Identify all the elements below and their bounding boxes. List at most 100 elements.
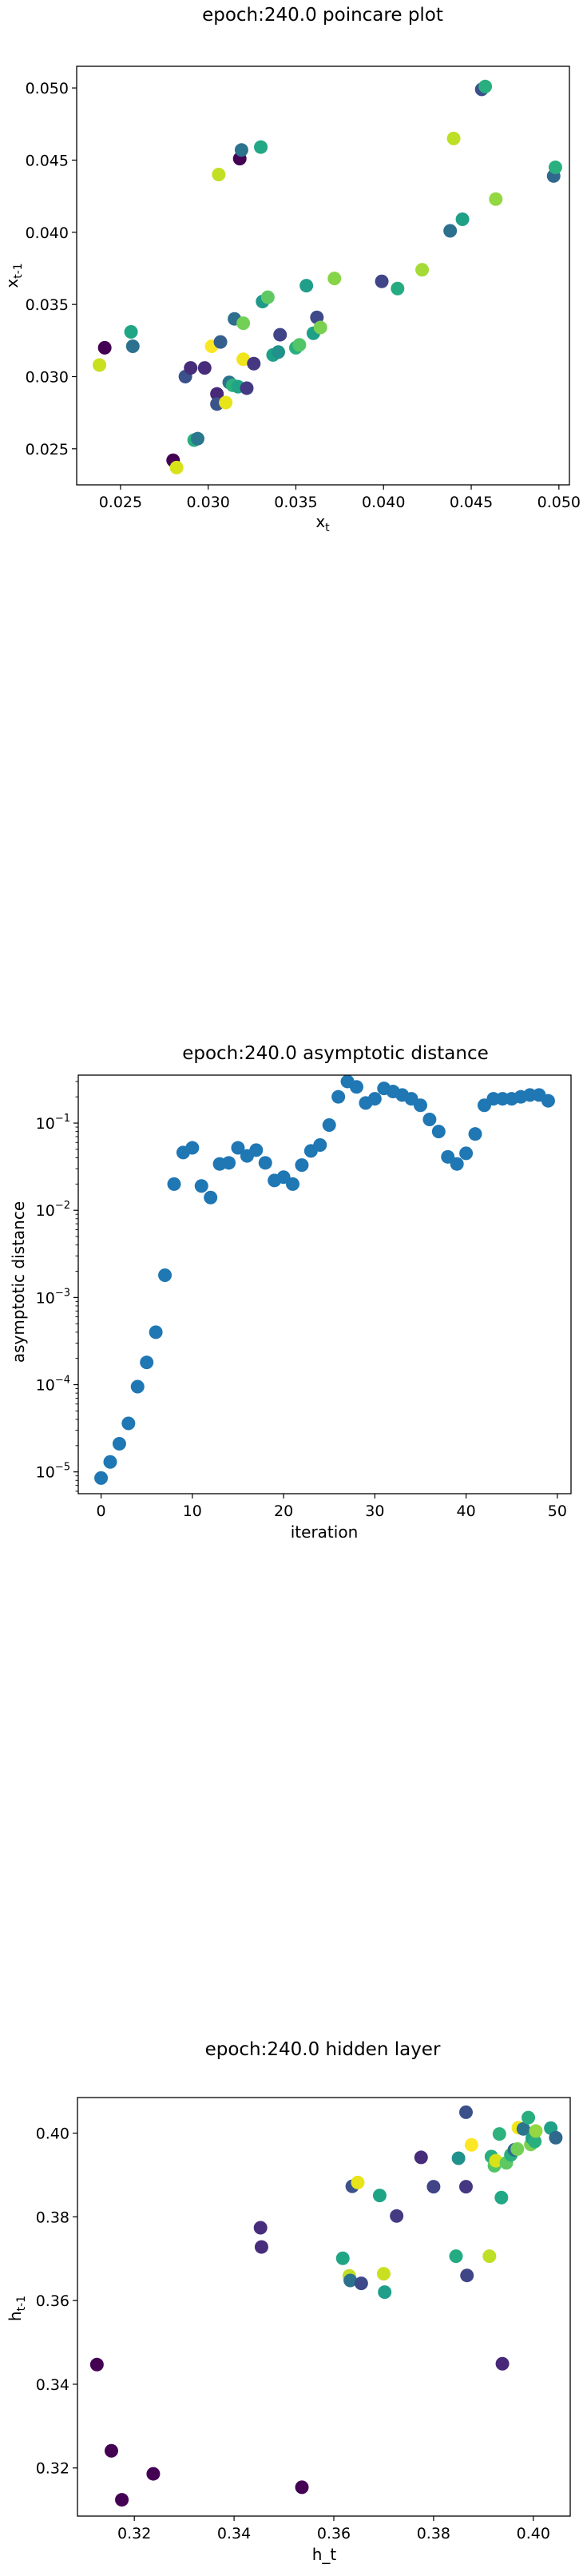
- data-point: [254, 140, 268, 154]
- data-point: [247, 356, 261, 371]
- x-axis-label: xt: [315, 512, 330, 534]
- plot-area: 0.32 0.34 0.36 0.38 0.40 0.32 0.34 0.36 0.38 0.40: [36, 2105, 563, 2542]
- y-tick-label: 10−2: [36, 1200, 70, 1220]
- data-point: [495, 2356, 510, 2371]
- y-tick-label: 10−5: [36, 1462, 70, 1482]
- data-point: [335, 2251, 350, 2265]
- y-tick-label: 0.38: [36, 2209, 69, 2226]
- data-point: [292, 338, 307, 352]
- data-point: [349, 1080, 363, 1094]
- data-point: [212, 168, 226, 182]
- data-point: [449, 2249, 463, 2264]
- y-tick-label: 0.36: [36, 2292, 69, 2310]
- chart-title: epoch:240.0 hidden layer: [205, 2039, 441, 2060]
- data-point: [104, 2443, 118, 2458]
- data-point: [185, 1141, 200, 1155]
- plot-area: 0 10 20 30 40 50 10−5 10−4 10−3 10−2 10−1: [36, 1074, 567, 1520]
- x-axis-label: h_t: [312, 2545, 337, 2564]
- data-point: [112, 1437, 126, 1451]
- data-point: [375, 274, 389, 288]
- data-point: [194, 1179, 208, 1193]
- data-point: [354, 2276, 368, 2291]
- data-point: [549, 2130, 563, 2145]
- data-point: [443, 224, 458, 238]
- data-point: [299, 279, 314, 293]
- data-point: [372, 2189, 387, 2203]
- data-point: [272, 345, 286, 359]
- data-point: [124, 324, 138, 339]
- x-tick-label: 0.36: [317, 2525, 351, 2542]
- data-point: [528, 2134, 542, 2149]
- data-point: [516, 2122, 530, 2136]
- data-point: [413, 1098, 427, 1113]
- data-point: [522, 2110, 536, 2125]
- axes-frame: [77, 1074, 572, 1494]
- data-point: [130, 1379, 145, 1394]
- x-tick-label: 50: [548, 1502, 567, 1520]
- y-tick-label: 0.40: [36, 2125, 69, 2143]
- y-tick-label: 10−4: [36, 1375, 70, 1395]
- data-point: [273, 327, 288, 342]
- y-tick-label: 0.050: [26, 80, 69, 97]
- data-point: [378, 2285, 392, 2300]
- y-tick-label: 0.32: [36, 2460, 69, 2478]
- axes-frame: [76, 65, 570, 486]
- data-point: [295, 1158, 309, 1173]
- data-point: [140, 1355, 154, 1370]
- data-point: [93, 358, 107, 372]
- data-point: [343, 2273, 358, 2288]
- data-point: [197, 361, 212, 375]
- data-point: [286, 1177, 300, 1191]
- data-point: [458, 2180, 473, 2194]
- data-point: [331, 1090, 346, 1104]
- x-tick-label: 0.040: [362, 494, 405, 511]
- data-point: [258, 1156, 272, 1170]
- data-point: [390, 2209, 404, 2223]
- data-point: [376, 2267, 391, 2281]
- data-point: [121, 1416, 136, 1431]
- data-point: [322, 1117, 336, 1132]
- data-point: [482, 2249, 497, 2264]
- data-point: [460, 2268, 474, 2283]
- data-point: [426, 2180, 441, 2194]
- data-point: [158, 1268, 173, 1283]
- data-point: [422, 1113, 437, 1127]
- x-tick-label: 0.025: [99, 494, 142, 511]
- data-point: [458, 2105, 473, 2119]
- data-point: [249, 1143, 264, 1157]
- y-tick-label: 0.045: [26, 152, 69, 169]
- data-point: [260, 290, 275, 304]
- data-point: [184, 361, 198, 375]
- data-point: [89, 2357, 104, 2372]
- data-point: [492, 2127, 506, 2141]
- data-point: [146, 2467, 161, 2481]
- data-point: [450, 1157, 464, 1171]
- chart-title: epoch:240.0 asymptotic distance: [182, 1043, 489, 1064]
- y-tick-label: 10−1: [36, 1113, 70, 1133]
- data-point: [204, 1190, 218, 1205]
- x-tick-label: 0.38: [417, 2525, 450, 2542]
- data-point: [191, 431, 205, 446]
- data-point: [446, 131, 461, 145]
- data-point: [213, 335, 228, 349]
- data-point: [234, 143, 248, 157]
- x-tick-label: 0.32: [117, 2525, 151, 2542]
- data-point: [236, 316, 251, 331]
- data-point: [451, 2151, 466, 2165]
- data-point: [97, 340, 112, 355]
- data-point: [431, 1125, 446, 1139]
- data-point: [529, 2124, 543, 2138]
- x-tick-label: 0.050: [537, 494, 581, 511]
- data-point: [464, 2137, 478, 2152]
- data-point: [313, 1138, 327, 1153]
- data-point: [367, 1092, 382, 1106]
- data-point: [103, 1455, 117, 1469]
- x-tick-label: 0.40: [517, 2525, 550, 2542]
- data-point: [455, 212, 470, 227]
- y-tick-label: 0.035: [26, 296, 69, 314]
- data-point: [468, 1127, 482, 1141]
- data-point: [548, 160, 562, 174]
- x-tick-label: 0.030: [186, 494, 229, 511]
- data-point: [327, 272, 342, 286]
- data-point: [149, 1325, 163, 1340]
